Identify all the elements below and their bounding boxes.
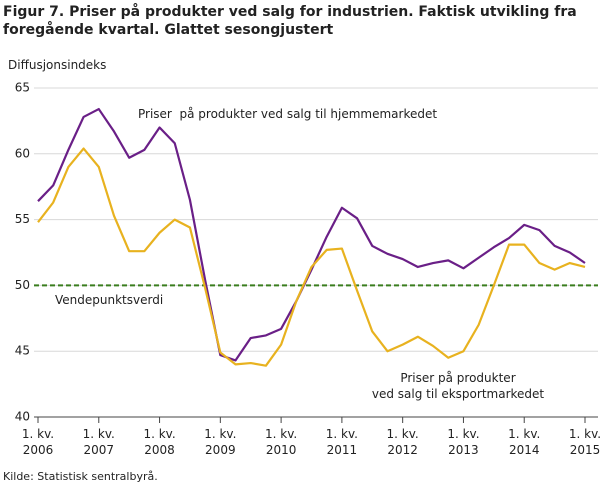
- x-tick-label: 1. kv. 2014: [508, 427, 541, 457]
- y-tick-label: 50: [15, 278, 30, 292]
- source: Kilde: Statistisk sentralbyrå.: [3, 470, 158, 483]
- x-tick-label: 1. kv. 2008: [143, 427, 176, 457]
- series-line: [37, 107, 586, 362]
- series-line: [37, 147, 586, 367]
- x-tick-label: 1. kv. 2006: [21, 427, 55, 457]
- reference-label: Vendepunktsverdi: [55, 293, 164, 308]
- x-tick-label: 1. kv. 2013: [447, 427, 480, 457]
- y-axis-label: Diffusjonsindeks: [8, 58, 107, 72]
- y-tick-label: 65: [15, 81, 30, 95]
- series-label: Priser på produkter ved salg til eksport…: [371, 371, 545, 401]
- series-label: Priser på produkter ved salg til hjemmem…: [138, 107, 438, 121]
- y-tick-label: 45: [15, 344, 30, 358]
- y-tick-label: 40: [15, 410, 30, 424]
- y-tick-label: 60: [15, 146, 30, 160]
- x-tick-label: 1. kv. 2011: [325, 427, 358, 457]
- chart-title: Figur 7. Priser på produkter ved salg fo…: [3, 4, 577, 38]
- x-tick-label: 1. kv. 2007: [82, 427, 115, 457]
- x-tick-label: 1. kv. 2010: [265, 427, 298, 457]
- x-tick-label: 1. kv. 2012: [386, 427, 419, 457]
- y-tick-label: 55: [15, 212, 30, 226]
- x-tick-label: 1. kv. 2009: [204, 427, 237, 457]
- x-tick-label: 1. kv. 2015: [568, 427, 602, 457]
